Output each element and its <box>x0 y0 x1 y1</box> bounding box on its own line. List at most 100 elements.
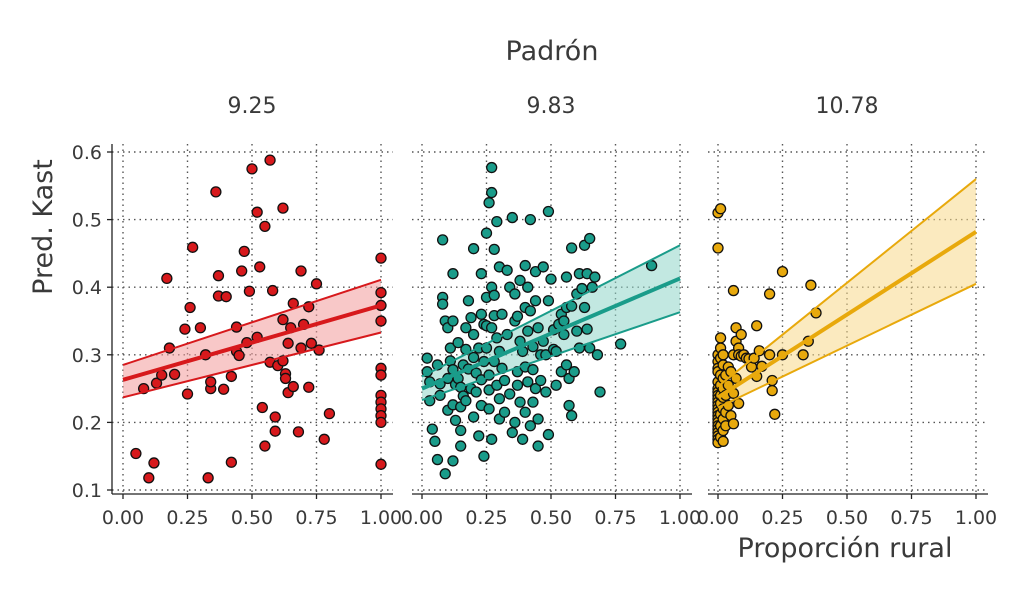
data-point <box>522 376 534 388</box>
data-point <box>480 227 493 239</box>
data-point <box>220 291 232 303</box>
data-point <box>269 411 281 423</box>
data-point <box>581 323 593 335</box>
data-point <box>460 322 472 334</box>
data-point <box>524 305 537 317</box>
data-point <box>522 325 534 337</box>
data-point <box>181 388 194 400</box>
data-point <box>491 215 503 228</box>
data-point <box>714 332 727 344</box>
data-point <box>467 328 480 341</box>
data-point <box>560 359 573 371</box>
data-point <box>143 472 155 484</box>
data-point <box>763 349 776 361</box>
data-point <box>310 278 323 290</box>
data-point <box>205 376 217 388</box>
data-point <box>452 336 464 349</box>
data-point <box>444 342 457 354</box>
data-point <box>210 186 222 198</box>
data-point <box>563 399 575 412</box>
panel-2: 9.83 0.00 0.25 0.50 0.75 1.00 <box>401 94 701 529</box>
x-tick-label: 0.00 <box>697 507 739 529</box>
x-tick-label: 1.00 <box>659 507 701 529</box>
data-point <box>436 298 449 310</box>
data-point <box>509 288 521 300</box>
x-tick-label: 0.75 <box>594 507 636 529</box>
data-point <box>439 468 451 480</box>
data-point <box>589 271 601 283</box>
data-point <box>375 416 387 429</box>
data-point <box>571 325 583 337</box>
data-point <box>279 372 292 385</box>
data-point <box>305 337 317 349</box>
data-point <box>187 241 199 253</box>
x-tick-label: 0.00 <box>401 507 443 529</box>
data-point <box>292 426 305 438</box>
data-point <box>251 206 263 218</box>
ci-lower-line <box>122 331 382 399</box>
data-point <box>542 428 555 441</box>
data-point <box>542 295 555 307</box>
data-point <box>225 456 238 468</box>
data-point <box>455 440 467 452</box>
data-point <box>184 301 196 314</box>
ci-lower-line <box>717 282 977 409</box>
x-tick-label: 0.25 <box>166 507 208 529</box>
x-tick-label: 0.75 <box>295 507 337 529</box>
data-point <box>514 396 526 408</box>
y-tick-label: 0.3 <box>72 345 102 367</box>
data-point <box>483 403 495 415</box>
data-point <box>243 285 256 297</box>
data-point <box>431 453 444 466</box>
data-point <box>475 268 487 280</box>
data-point <box>264 154 276 166</box>
x-tick-label: 0.50 <box>530 507 572 529</box>
data-point <box>148 457 160 469</box>
data-point <box>735 328 747 341</box>
data-point <box>542 205 555 218</box>
data-point <box>506 211 518 224</box>
data-point <box>504 388 516 400</box>
data-point <box>323 407 336 420</box>
data-point <box>524 213 537 226</box>
data-point <box>277 313 289 326</box>
data-point <box>769 408 781 420</box>
data-point <box>447 315 459 327</box>
data-point <box>615 338 627 350</box>
data-point <box>303 381 315 393</box>
x-tick-label: 1.00 <box>360 507 402 529</box>
data-point <box>465 311 477 324</box>
x-tick-label: 0.00 <box>102 507 144 529</box>
data-point <box>751 320 763 332</box>
data-point <box>436 234 449 246</box>
data-point <box>532 322 544 334</box>
data-point <box>594 386 606 398</box>
x-tick-label: 0.75 <box>890 507 932 529</box>
data-point <box>462 295 475 307</box>
data-point <box>259 440 271 452</box>
x-tick-label: 0.25 <box>761 507 803 529</box>
data-point <box>426 423 438 435</box>
data-point <box>527 396 539 408</box>
panels: 9.25 0.1 0.2 0.3 0.4 0.5 0.6 0.00 0.25 0.50 0.75 1.… <box>72 94 997 529</box>
y-tick-label: 0.4 <box>72 277 102 299</box>
data-point <box>447 455 459 467</box>
ci-lower-line <box>421 311 681 402</box>
data-point <box>524 420 537 432</box>
data-point <box>578 301 591 314</box>
data-point <box>269 425 281 437</box>
data-point <box>467 243 480 255</box>
data-point <box>488 243 500 255</box>
data-point <box>375 286 387 299</box>
data-point <box>511 310 524 322</box>
data-point <box>519 259 531 272</box>
data-point <box>467 351 480 364</box>
data-point <box>212 270 225 282</box>
data-point <box>568 366 580 378</box>
data-point <box>753 345 765 357</box>
data-point <box>714 203 727 215</box>
y-tick-label: 0.6 <box>72 142 102 164</box>
fit-line <box>421 276 681 391</box>
data-point <box>717 435 729 447</box>
